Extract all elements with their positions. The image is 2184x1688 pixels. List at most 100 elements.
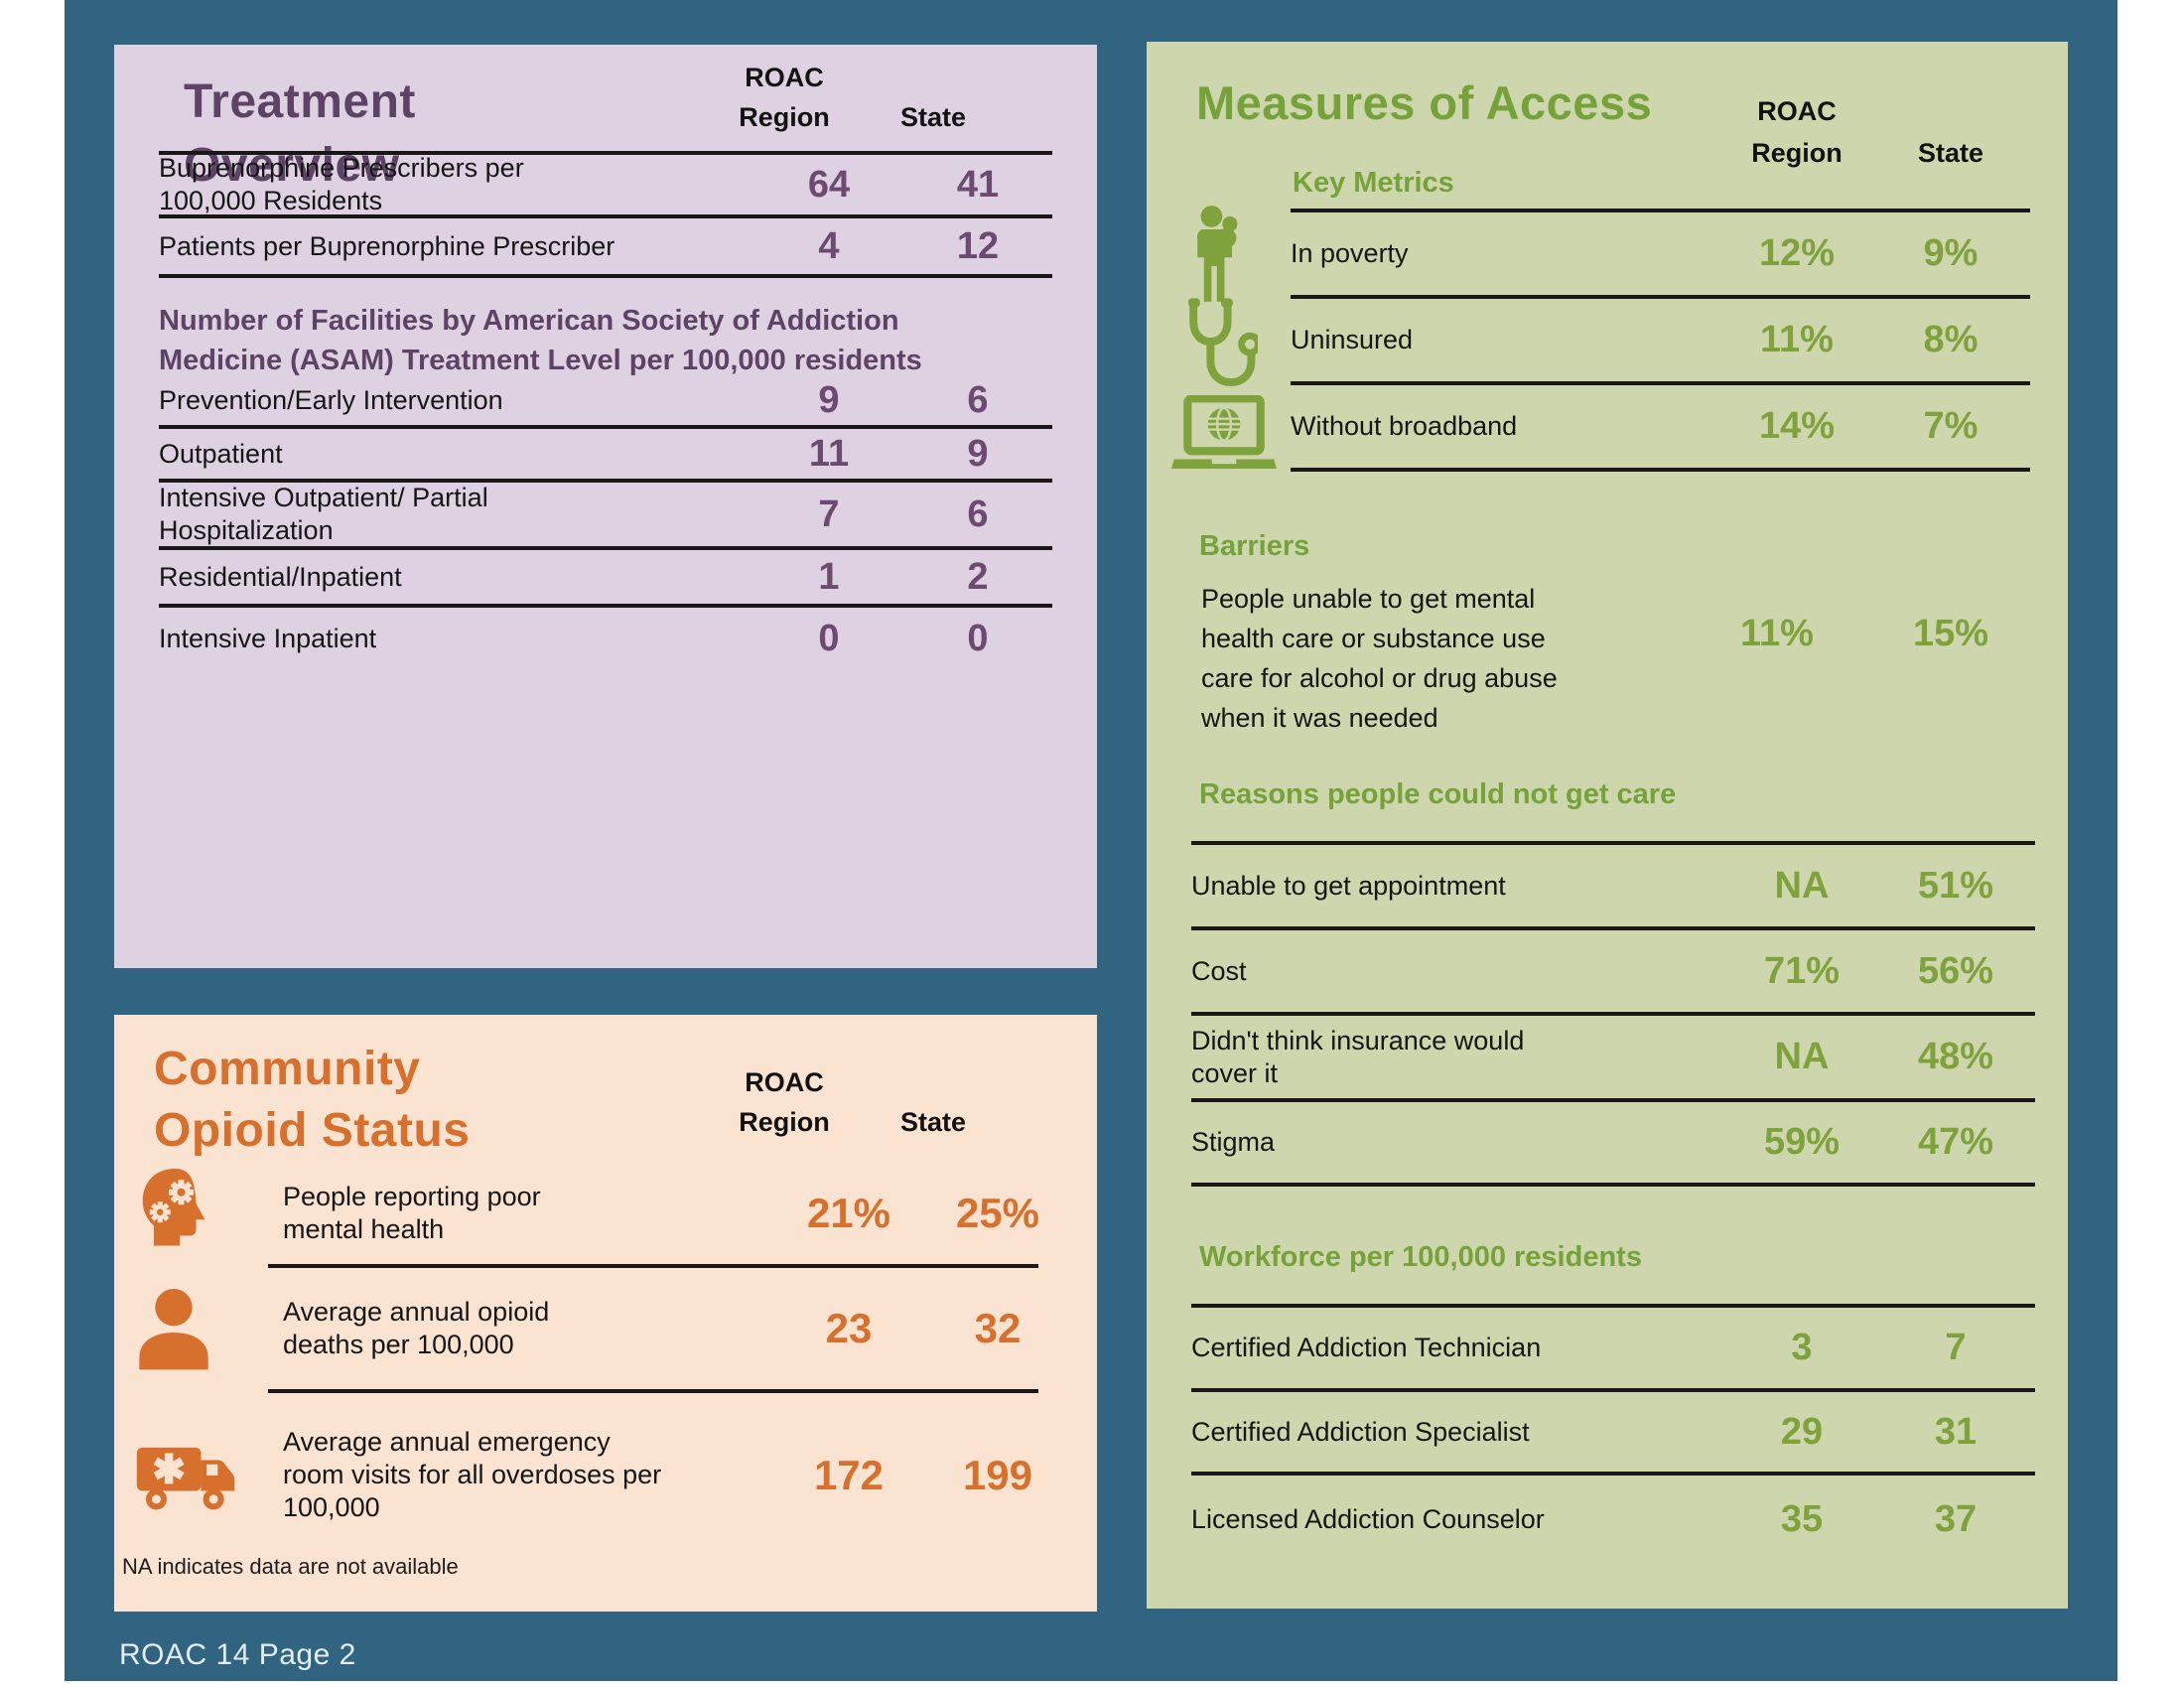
column-header-state: State bbox=[899, 1107, 967, 1137]
metric-label: Outpatient bbox=[159, 438, 283, 469]
key-metrics-heading: Key Metrics bbox=[1293, 167, 1454, 199]
roac-region-value: 11% bbox=[1740, 613, 1814, 654]
table-row: Outpatient 11 9 bbox=[159, 429, 1052, 483]
roac-region-value: 3 bbox=[1791, 1327, 1813, 1368]
column-header-roac: ROAC bbox=[1757, 96, 1837, 126]
metric-label: Licensed Addiction Counselor bbox=[1191, 1503, 1545, 1534]
roac-region-value: 12% bbox=[1758, 232, 1836, 274]
state-value: 31 bbox=[1934, 1410, 1978, 1453]
roac-region-value: 21% bbox=[806, 1189, 891, 1236]
reasons-table: Unable to get appointment NA 51% Cost 71… bbox=[1191, 841, 2035, 1187]
state-value: 6 bbox=[967, 378, 989, 421]
divider bbox=[268, 1264, 1038, 1268]
roac-region-value: 172 bbox=[813, 1451, 885, 1498]
metric-label: Average annual emergency room visits for… bbox=[283, 1427, 662, 1522]
barriers-label: People unable to get mental health care … bbox=[1201, 584, 1558, 733]
stethoscope-icon bbox=[1187, 298, 1258, 387]
column-header-roac: ROAC bbox=[745, 63, 824, 92]
community-table: People reporting poor mental health 21% … bbox=[134, 1162, 1072, 1557]
roac-region-value: NA bbox=[1774, 1036, 1830, 1077]
state-value: 51% bbox=[1917, 864, 1994, 907]
column-header-region: Region bbox=[739, 102, 830, 132]
column-header-region: Region bbox=[1751, 138, 1843, 168]
state-value: 56% bbox=[1917, 949, 1994, 992]
panel-title-line1: Community bbox=[154, 1043, 421, 1095]
metric-label: Certified Addiction Technician bbox=[1191, 1333, 1542, 1362]
table-row: Licensed Addiction Counselor 35 37 bbox=[1191, 1476, 2035, 1563]
metric-label: Cost bbox=[1191, 955, 1247, 986]
column-header-roac: ROAC bbox=[745, 1067, 824, 1097]
table-row: Intensive Outpatient/ Partial Hospitaliz… bbox=[159, 483, 1052, 550]
roac-region-value: 64 bbox=[807, 163, 851, 206]
state-value: 25% bbox=[955, 1189, 1040, 1236]
table-row: Cost 71% 56% bbox=[1191, 930, 2035, 1016]
page-number-footer: ROAC 14 Page 2 bbox=[119, 1638, 356, 1671]
state-value: 9 bbox=[967, 432, 989, 475]
table-row: Uninsured 11% 8% bbox=[1291, 299, 2030, 385]
table-row: Prevention/Early Intervention 9 6 bbox=[159, 375, 1052, 429]
head-gears-icon bbox=[142, 1168, 205, 1245]
state-value: 48% bbox=[1917, 1036, 1994, 1077]
metric-label: Patients per Buprenorphine Prescriber bbox=[159, 230, 615, 261]
metric-label: Intensive Inpatient bbox=[159, 623, 377, 653]
state-value: 6 bbox=[967, 492, 989, 535]
table-row: Didn't think insurance would cover it NA… bbox=[1191, 1016, 2035, 1102]
panel-title-line1: Treatment bbox=[184, 75, 416, 128]
metric-label: Buprenorphine Prescribers per 100,000 Re… bbox=[159, 153, 524, 215]
metric-label: Uninsured bbox=[1291, 325, 1414, 354]
metric-label: In poverty bbox=[1291, 238, 1409, 268]
panel-title: Treatment Overview bbox=[184, 70, 416, 198]
roac-region-value: 7 bbox=[818, 492, 840, 535]
parent-child-icon bbox=[1197, 206, 1238, 302]
state-value: 37 bbox=[1934, 1497, 1978, 1540]
metric-label: Stigma bbox=[1191, 1127, 1276, 1157]
asam-table: Prevention/Early Intervention 9 6 Outpat… bbox=[159, 375, 1052, 669]
table-row: Buprenorphine Prescribers per 100,000 Re… bbox=[159, 153, 1052, 218]
table-row: Certified Addiction Specialist 29 31 bbox=[1191, 1392, 2035, 1476]
state-value: 2 bbox=[967, 555, 989, 598]
roac-region-value: NA bbox=[1774, 864, 1830, 907]
state-value: 8% bbox=[1923, 319, 1979, 360]
state-value: 9% bbox=[1923, 232, 1979, 274]
divider bbox=[268, 1389, 1038, 1393]
metric-label: Prevention/Early Intervention bbox=[159, 384, 503, 415]
table-row: Average annual emergency room visits for… bbox=[134, 1393, 1072, 1557]
metric-label: Didn't think insurance would cover it bbox=[1191, 1025, 1525, 1088]
roac-region-value: 1 bbox=[818, 555, 840, 598]
table-row: Residential/Inpatient 1 2 bbox=[159, 550, 1052, 608]
roac-region-value: 4 bbox=[818, 224, 840, 267]
state-value: 12 bbox=[956, 224, 1000, 267]
state-value: 7% bbox=[1923, 405, 1979, 447]
metric-label: Without broadband bbox=[1291, 411, 1518, 441]
icon-cell bbox=[134, 1439, 248, 1512]
panel-title: Measures of Access bbox=[1196, 76, 1653, 129]
workforce-heading: Workforce per 100,000 residents bbox=[1199, 1241, 1642, 1273]
panel-title: Community Opioid Status bbox=[154, 1039, 471, 1162]
panel-title-line2: Opioid Status bbox=[154, 1104, 471, 1157]
key-metrics-table: In poverty 12% 9% Uninsured 11% 8% Witho… bbox=[1291, 209, 2030, 472]
metric-label: People reporting poor mental health bbox=[283, 1181, 541, 1244]
table-row: Patients per Buprenorphine Prescriber 4 … bbox=[159, 218, 1052, 278]
table-row: Certified Addiction Technician 3 7 bbox=[1191, 1308, 2035, 1392]
metric-label: Certified Addiction Specialist bbox=[1191, 1416, 1530, 1447]
ambulance-icon bbox=[136, 1447, 235, 1509]
roac-region-value: 0 bbox=[818, 617, 840, 659]
table-row: Unable to get appointment NA 51% bbox=[1191, 845, 2035, 930]
state-value: 0 bbox=[967, 617, 989, 659]
roac-region-value: 23 bbox=[825, 1305, 873, 1351]
table-row: Without broadband 14% 7% bbox=[1291, 385, 2030, 472]
barriers-heading: Barriers bbox=[1199, 530, 1310, 562]
table-row: People reporting poor mental health 21% … bbox=[134, 1162, 1072, 1264]
reasons-heading: Reasons people could not get care bbox=[1199, 778, 1677, 810]
table-row: Stigma 59% 47% bbox=[1191, 1102, 2035, 1187]
na-footnote: NA indicates data are not available bbox=[122, 1554, 459, 1579]
measures-of-access-panel: Measures of Access ROAC Region State Key… bbox=[1147, 42, 2068, 1609]
state-value: 7 bbox=[1945, 1327, 1967, 1368]
metric-label: Average annual opioid deaths per 100,000 bbox=[283, 1297, 550, 1359]
metric-label: Residential/Inpatient bbox=[159, 561, 402, 592]
panel-title-line2: Overview bbox=[184, 139, 400, 192]
state-value: 15% bbox=[1912, 613, 1989, 654]
column-header-state: State bbox=[1917, 138, 1984, 168]
person-icon bbox=[139, 1289, 208, 1370]
